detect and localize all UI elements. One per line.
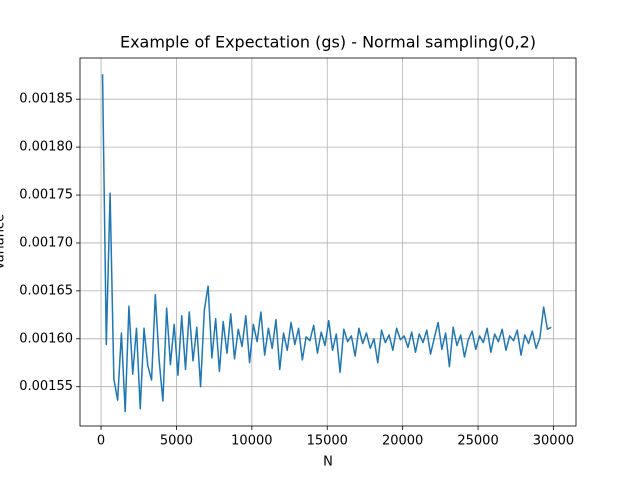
x-tick-label: 30000 bbox=[533, 434, 574, 449]
y-tick-label: 0.00160 bbox=[19, 331, 73, 346]
x-tick-label: 10000 bbox=[231, 434, 272, 449]
x-tick-label: 5000 bbox=[160, 434, 193, 449]
x-tick-label: 15000 bbox=[307, 434, 348, 449]
chart-title: Example of Expectation (gs) - Normal sam… bbox=[120, 33, 536, 52]
x-tick-label: 25000 bbox=[457, 434, 498, 449]
data-line bbox=[101, 74, 552, 413]
y-tick-label: 0.00165 bbox=[19, 283, 73, 298]
x-tick-label: 0 bbox=[97, 434, 105, 449]
plot-frame bbox=[79, 57, 577, 427]
y-tick-label: 0.00185 bbox=[19, 92, 73, 107]
y-tick-label: 0.00170 bbox=[19, 235, 73, 250]
y-axis-label: Variance bbox=[0, 214, 8, 270]
y-tick-label: 0.00155 bbox=[19, 379, 73, 394]
x-axis-label: N bbox=[323, 455, 333, 470]
y-tick-label: 0.00180 bbox=[19, 140, 73, 155]
y-tick-label: 0.00175 bbox=[19, 188, 73, 203]
x-tick-label: 20000 bbox=[382, 434, 423, 449]
